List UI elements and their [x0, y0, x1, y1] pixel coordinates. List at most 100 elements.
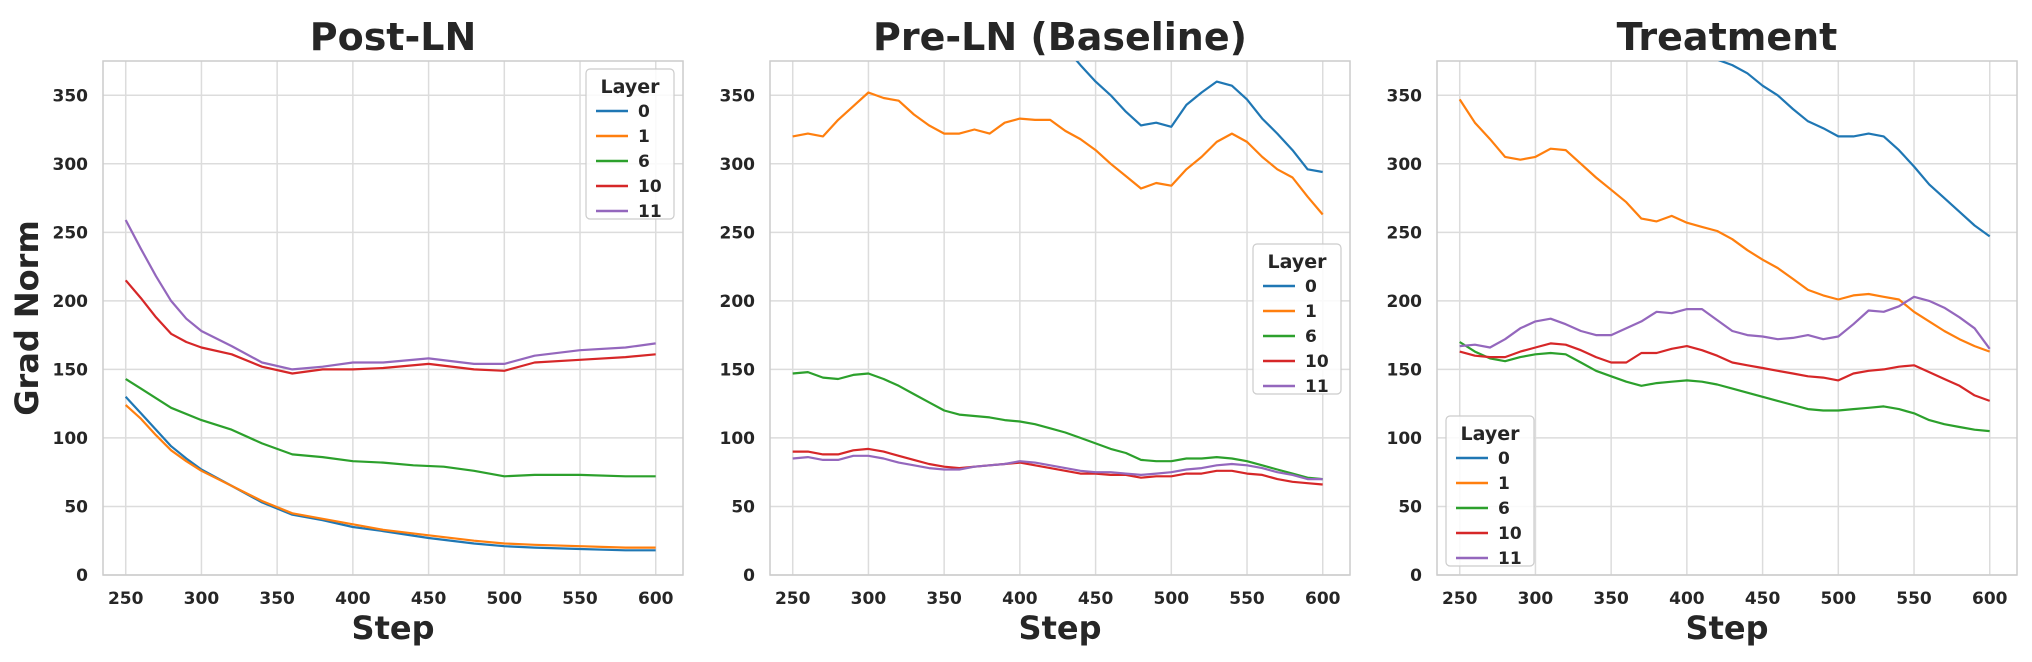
- chart-panel-3: 250 300 350 400 450 500 550 6000501001502002503…: [1387, 15, 2018, 647]
- legend-label: 11: [1498, 549, 1522, 569]
- y-tick-label: 250: [720, 223, 756, 243]
- y-tick-label: 200: [53, 292, 89, 312]
- series-line-layer-0: [1075, 61, 1323, 174]
- series-line-layer-10: [124, 279, 656, 375]
- legend-label: 1: [1498, 474, 1510, 494]
- series-group: [124, 219, 656, 552]
- x-tick-label: 250: [1442, 589, 1478, 609]
- y-tick-label: 250: [1387, 223, 1423, 243]
- chart-panel-2: 250 300 350 400 450 500 550 6000501001502002503…: [720, 15, 1351, 647]
- series-line-layer-11: [792, 454, 1323, 481]
- x-tick-label: 250: [775, 589, 811, 609]
- series-line-layer-1: [124, 404, 656, 549]
- legend: Layer 0 1 6 10 11: [585, 68, 675, 222]
- x-tick-label: 300: [851, 589, 887, 609]
- legend-label: 10: [638, 177, 662, 197]
- x-tick-label: 500: [487, 589, 523, 609]
- y-tick-label: 50: [1398, 497, 1422, 517]
- x-tick-label: 550: [562, 589, 598, 609]
- figure-ylabel: Grad Norm: [8, 220, 46, 416]
- legend-label: 11: [1305, 377, 1329, 397]
- x-tick-label: 300: [1518, 589, 1554, 609]
- legend-label: 0: [1498, 449, 1510, 469]
- x-tick-label: 350: [1593, 589, 1629, 609]
- legend-label: 6: [1498, 499, 1510, 519]
- series-group: [1458, 61, 1991, 433]
- series-line-layer-11: [1459, 295, 1991, 350]
- legend-label: 6: [638, 152, 650, 172]
- x-tick-label: 500: [1154, 589, 1190, 609]
- y-tick-label: 100: [53, 429, 89, 449]
- plot-frame: [1436, 60, 2018, 576]
- series-group: [792, 61, 1324, 486]
- x-tick-label: 400: [1669, 589, 1705, 609]
- legend-title: Layer: [601, 76, 661, 98]
- x-tick-label: 400: [1002, 589, 1038, 609]
- y-tick-label: 200: [720, 292, 756, 312]
- series-line-layer-0: [1717, 61, 1991, 238]
- x-axis-label: Step: [1686, 609, 1769, 647]
- panels: 250 300 350 400 450 500 550 6000501001502002503…: [53, 15, 2018, 647]
- legend-label: 1: [1305, 302, 1317, 322]
- legend-label: 11: [638, 202, 662, 222]
- plot-frame: [769, 60, 1351, 576]
- x-tick-label: 450: [1078, 589, 1114, 609]
- legend: Layer 0 1 6 10 11: [1445, 415, 1535, 569]
- x-tick-label: 450: [1745, 589, 1781, 609]
- y-tick-label: 350: [53, 86, 89, 106]
- x-axis-label: Step: [1019, 609, 1102, 647]
- y-tick-label: 100: [1387, 429, 1423, 449]
- y-tick-label: 0: [1410, 566, 1422, 586]
- series-line-layer-1: [792, 91, 1324, 216]
- x-axis-label: Step: [352, 609, 435, 647]
- x-tick-label: 250: [108, 589, 144, 609]
- x-tick-label: 550: [1896, 589, 1932, 609]
- y-tick-label: 150: [53, 360, 89, 380]
- series-line-layer-6: [792, 371, 1323, 481]
- y-tick-label: 300: [53, 155, 89, 175]
- legend: Layer 0 1 6 10 11: [1252, 243, 1342, 397]
- legend-title: Layer: [1268, 251, 1328, 273]
- plot-frame: [102, 60, 684, 576]
- legend-box: [1445, 415, 1535, 567]
- chart-panel-1: 250 300 350 400 450 500 550 6000501001502002503…: [53, 15, 684, 647]
- x-tick-label: 300: [184, 589, 220, 609]
- legend-label: 10: [1498, 524, 1522, 544]
- series-line-layer-11: [124, 219, 656, 371]
- x-tick-label: 500: [1821, 589, 1857, 609]
- y-tick-label: 300: [1387, 155, 1423, 175]
- chart-title: Pre-LN (Baseline): [873, 15, 1247, 59]
- series-line-layer-10: [1459, 342, 1991, 402]
- y-tick-label: 200: [1387, 292, 1423, 312]
- x-tick-label: 550: [1229, 589, 1265, 609]
- series-line-layer-1: [1458, 98, 1991, 353]
- legend-label: 0: [638, 102, 650, 122]
- legend-box: [1252, 243, 1342, 395]
- y-tick-label: 50: [731, 497, 755, 517]
- series-line-layer-6: [125, 378, 656, 478]
- legend-label: 0: [1305, 277, 1317, 297]
- y-tick-label: 100: [720, 429, 756, 449]
- y-tick-label: 350: [720, 86, 756, 106]
- legend-title: Layer: [1461, 423, 1521, 445]
- x-tick-label: 350: [926, 589, 962, 609]
- y-tick-label: 0: [76, 566, 88, 586]
- y-tick-label: 0: [743, 566, 755, 586]
- chart-title: Post-LN: [310, 15, 477, 59]
- y-tick-label: 150: [1387, 360, 1423, 380]
- series-line-layer-10: [792, 447, 1323, 486]
- x-tick-label: 350: [259, 589, 295, 609]
- series-line-layer-0: [124, 396, 656, 552]
- y-tick-label: 50: [64, 497, 88, 517]
- y-tick-label: 300: [720, 155, 756, 175]
- series-line-layer-6: [1459, 341, 1990, 433]
- x-tick-label: 450: [411, 589, 447, 609]
- legend-label: 1: [638, 127, 650, 147]
- y-tick-label: 250: [53, 223, 89, 243]
- legend-box: [585, 68, 675, 220]
- x-tick-label: 400: [335, 589, 371, 609]
- chart-title: Treatment: [1617, 15, 1838, 59]
- x-tick-label: 600: [1305, 589, 1341, 609]
- legend-label: 6: [1305, 327, 1317, 347]
